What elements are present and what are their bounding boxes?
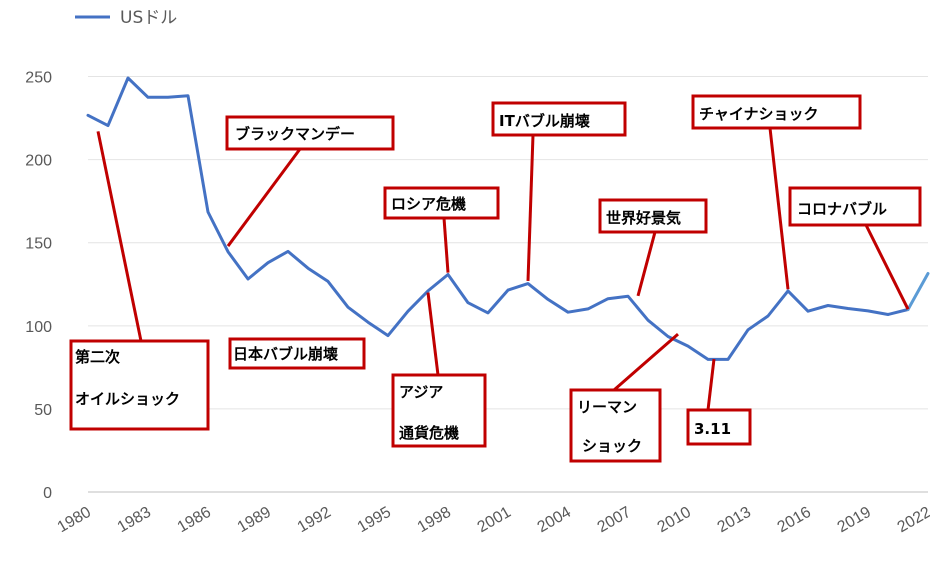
annotation-label: コロナバブル [797, 200, 887, 218]
annotation-japan-bubble: 日本バブル崩壊 [228, 337, 366, 370]
annotation-pointer [706, 358, 716, 411]
annotation-label: リーマン [577, 398, 637, 416]
legend: USドル [75, 8, 177, 28]
y-tick-label: 200 [25, 153, 52, 170]
annotation-pointer [96, 131, 143, 342]
annotation-pointer [526, 134, 535, 282]
series-line-usd-latest [906, 272, 930, 311]
x-tick-label: 1986 [175, 504, 214, 537]
annotation-label: ショック [582, 437, 642, 455]
annotation-label: ロシア危機 [391, 195, 466, 213]
annotation-box [691, 94, 862, 130]
annotation-pointer [768, 127, 790, 290]
annotation-pointer [426, 292, 440, 376]
x-tick-label: 2016 [775, 504, 814, 537]
annotation-box [788, 186, 922, 227]
x-tick-label: 1983 [115, 504, 154, 537]
annotation-box [686, 408, 752, 446]
annotation-pointer [442, 217, 450, 273]
annotation-label: 第二次 [75, 348, 120, 366]
annotation-pointer [226, 148, 302, 247]
legend-label: USドル [120, 8, 177, 28]
y-tick-label: 0 [43, 485, 52, 502]
annotation-label: オイルショック [75, 390, 180, 408]
x-tick-label: 1998 [415, 504, 454, 537]
annotation-pointer [636, 231, 657, 297]
annotation-label: ブラックマンデー [235, 125, 355, 143]
annotation-march-11: 3.11 [686, 358, 752, 446]
x-tick-label: 2007 [595, 504, 634, 537]
gridlines [88, 76, 928, 493]
annotation-label: 通貨危機 [399, 424, 459, 442]
x-tick-label: 1992 [295, 504, 334, 537]
annotation-covid-bubble: コロナバブル [788, 186, 922, 310]
axes: 0 50 100 150 200 250 1980 1983 1986 1989 1992 1995 1… [25, 70, 930, 537]
annotation-pointer [864, 224, 910, 310]
annotation-pointer [613, 332, 679, 392]
x-tick-label: 1980 [55, 504, 94, 537]
annotation-box [491, 101, 627, 137]
annotation-box [569, 388, 662, 463]
x-tick-label: 2010 [655, 504, 694, 537]
annotation-label: チャイナショック [699, 105, 819, 123]
annotation-box [598, 198, 708, 234]
annotation-box [225, 115, 395, 151]
annotation-label: 日本バブル崩壊 [233, 345, 338, 363]
x-tick-label: 2019 [835, 504, 874, 537]
annotation-russia-crisis: ロシア危機 [383, 186, 500, 273]
annotation-box [228, 337, 366, 370]
x-tick-label: 2022 [895, 504, 930, 537]
y-tick-label: 50 [34, 402, 52, 419]
annotation-box [69, 339, 210, 431]
annotation-label: アジア [399, 383, 443, 401]
annotation-china-shock: チャイナショック [691, 94, 862, 290]
annotation-box [383, 186, 500, 220]
annotation-box [391, 373, 487, 448]
y-tick-label: 250 [25, 70, 52, 87]
x-tick-label: 2004 [535, 504, 574, 537]
annotation-label: ITバブル崩壊 [499, 112, 590, 130]
annotation-label: 3.11 [694, 420, 731, 438]
y-tick-label: 150 [25, 236, 52, 253]
x-tick-label: 2001 [475, 504, 514, 537]
x-tick-label: 1989 [235, 504, 274, 537]
annotation-label: 世界好景気 [606, 209, 681, 227]
annotation-it-bubble: ITバブル崩壊 [491, 101, 627, 282]
annotation-global-boom: 世界好景気 [598, 198, 708, 297]
series-line-usd [86, 76, 910, 361]
series-layer [86, 76, 930, 361]
y-tick-label: 100 [25, 319, 52, 336]
x-tick-label: 1995 [355, 504, 394, 537]
x-tick-label: 2013 [715, 504, 754, 537]
annotation-black-monday: ブラックマンデー [225, 115, 395, 247]
